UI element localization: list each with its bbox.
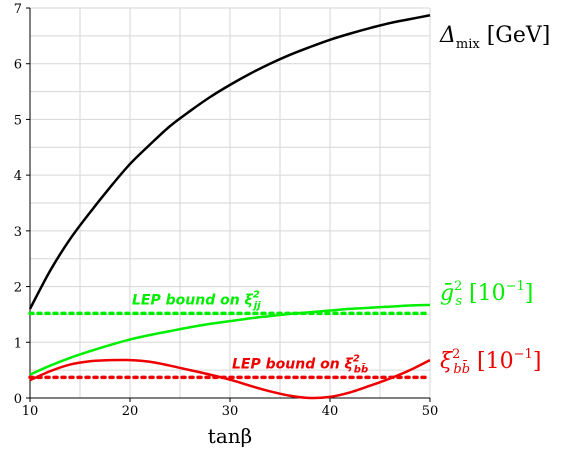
series-labels: Δmix [GeV] ḡ2 s [10−1] ξ2 bb̄ [10−1] bbox=[439, 23, 550, 377]
y-tick-label: 4 bbox=[14, 169, 22, 184]
y-tick-label: 0 bbox=[14, 392, 22, 407]
y-tick-label: 3 bbox=[14, 225, 22, 240]
y-tick-label: 7 bbox=[14, 2, 22, 17]
axes: 10 20 30 40 50 0 1 2 3 4 5 6 7 bbox=[14, 2, 439, 419]
y-tick-label: 5 bbox=[14, 113, 22, 128]
series-label: ξ2 bb̄ [10−1] bbox=[440, 347, 541, 377]
series-line bbox=[28, 14, 431, 310]
y-tick-label: 1 bbox=[14, 336, 22, 351]
x-tick-label: 50 bbox=[422, 404, 439, 419]
x-tick-label: 20 bbox=[122, 404, 139, 419]
series-line bbox=[29, 303, 431, 376]
x-tick-label: 10 bbox=[22, 404, 39, 419]
x-tick-label: 40 bbox=[322, 404, 339, 419]
y-tick-label: 2 bbox=[14, 281, 22, 296]
series-label: ḡ2 s [10−1] bbox=[440, 279, 533, 309]
x-tick-label: 30 bbox=[222, 404, 239, 419]
series-lines bbox=[28, 14, 431, 400]
series-line bbox=[29, 358, 431, 400]
grid bbox=[30, 7, 431, 398]
reference-lines: LEP bound on ξ2 jj LEP bound on ξ2 bb̄ bbox=[28, 289, 432, 380]
reference-line-label: LEP bound on ξ2 bb̄ bbox=[232, 353, 368, 375]
series-label: Δmix [GeV] bbox=[439, 23, 550, 52]
y-tick-label: 6 bbox=[14, 58, 22, 73]
reference-line-label: LEP bound on ξ2 jj bbox=[132, 289, 261, 311]
x-axis-label: tanβ bbox=[208, 424, 252, 448]
